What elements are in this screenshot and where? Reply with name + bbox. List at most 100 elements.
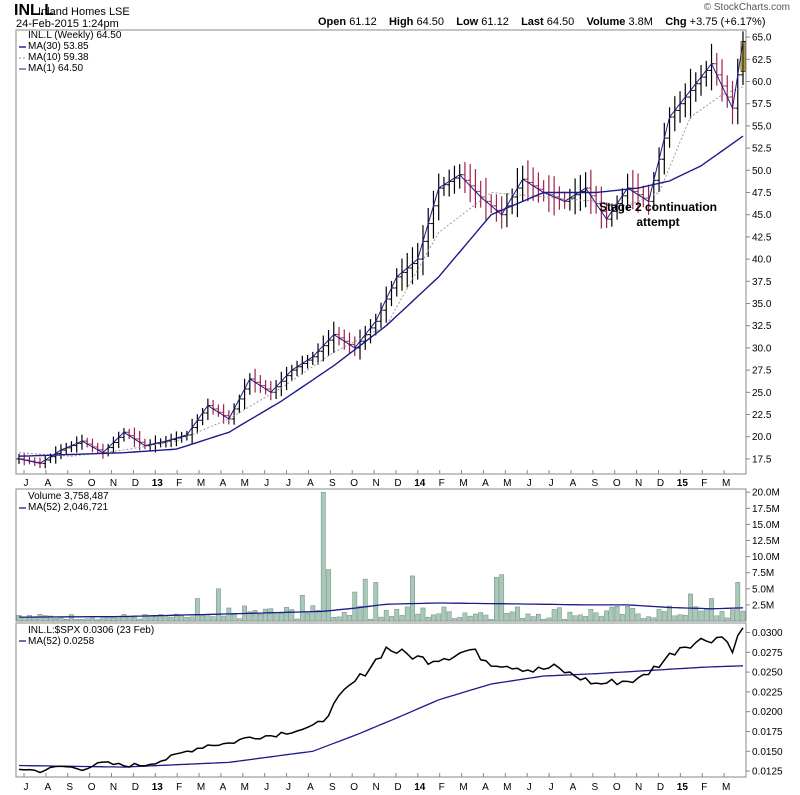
volume-y-label: 10.0M bbox=[752, 552, 780, 563]
volume-bar bbox=[383, 610, 389, 622]
price-y-label: 55.0 bbox=[752, 121, 772, 132]
volume-bar bbox=[95, 619, 101, 622]
legend-price: INL.L (Weekly) 64.50 bbox=[28, 30, 122, 41]
volume-bar bbox=[588, 609, 594, 622]
quote-bar: Open 61.12 High 64.50 Low 61.12 Last 64.… bbox=[318, 16, 766, 28]
ratio-legend: INL.L:$SPX 0.0306 (23 Feb) MA(52) 0.0258 bbox=[28, 625, 154, 647]
price-y-label: 42.5 bbox=[752, 232, 772, 243]
volume-bar bbox=[488, 619, 494, 622]
volume-bar bbox=[394, 608, 400, 622]
volume-bar bbox=[735, 582, 741, 622]
volume-y-label: 7.5M bbox=[752, 568, 774, 579]
volume-bar bbox=[535, 613, 541, 622]
ratio-x-label: N bbox=[635, 782, 642, 793]
legend-ma10: MA(10) 59.38 bbox=[28, 52, 89, 63]
exchange: LSE bbox=[108, 6, 130, 18]
open-value: 61.12 bbox=[349, 16, 377, 28]
volume-bar bbox=[231, 613, 237, 622]
ma30-line bbox=[18, 135, 744, 457]
volume-bar bbox=[32, 617, 38, 622]
volume-bar bbox=[200, 614, 206, 622]
volume-bar bbox=[63, 619, 69, 622]
company-name: Inland Homes LSE bbox=[38, 6, 130, 18]
ratio-x-label: M bbox=[459, 782, 467, 793]
price-y-label: 25.0 bbox=[752, 388, 772, 399]
volume-bar bbox=[347, 615, 352, 622]
volume-bar bbox=[305, 612, 310, 622]
volume-bar bbox=[378, 616, 384, 622]
ratio-x-label: O bbox=[88, 782, 96, 793]
price-x-label: F bbox=[701, 478, 707, 489]
ratio-x-label: J bbox=[286, 782, 291, 793]
volume-bar bbox=[357, 605, 363, 622]
ratio-y-label: 0.0275 bbox=[752, 648, 783, 659]
price-x-label: S bbox=[592, 478, 599, 489]
volume-bar bbox=[247, 611, 253, 622]
legend-volume-ma: MA(52) 2,046,721 bbox=[28, 502, 109, 513]
volume-bar bbox=[740, 610, 746, 622]
volume-bar bbox=[478, 612, 484, 622]
panel-frame-vol bbox=[15, 488, 747, 622]
volume-ma-line bbox=[19, 602, 744, 618]
volume-bar bbox=[147, 615, 153, 622]
volume-bar bbox=[730, 609, 735, 622]
ratio-x-label: S bbox=[329, 782, 336, 793]
ma1-line bbox=[18, 41, 744, 464]
ratio-y-label: 0.0150 bbox=[752, 747, 783, 758]
volume-bar bbox=[105, 616, 111, 622]
ratio-x-label: J bbox=[527, 782, 532, 793]
volume-bar bbox=[415, 613, 421, 622]
volume-bar bbox=[389, 616, 394, 622]
price-x-label: A bbox=[482, 478, 489, 489]
volume-bar bbox=[630, 608, 636, 622]
volume-bar bbox=[284, 606, 289, 622]
price-x-label: N bbox=[635, 478, 642, 489]
price-x-label: A bbox=[45, 478, 52, 489]
price-x-label: O bbox=[613, 478, 621, 489]
volume-bar bbox=[572, 615, 578, 622]
ratio-x-label: J bbox=[24, 782, 29, 793]
chart-date: 24-Feb-2015 1:24pm bbox=[16, 18, 119, 30]
price-y-label: 40.0 bbox=[752, 255, 772, 266]
price-y-label: 60.0 bbox=[752, 77, 772, 88]
ratio-x-label: S bbox=[592, 782, 599, 793]
volume-bar bbox=[604, 610, 609, 622]
ratio-y-label: 0.0175 bbox=[752, 727, 783, 738]
volume-bar bbox=[221, 615, 227, 622]
volume-bar bbox=[625, 606, 630, 622]
volume-bar bbox=[90, 617, 95, 622]
high-value: 64.50 bbox=[416, 16, 444, 28]
price-y-label: 45.0 bbox=[752, 210, 772, 221]
ratio-x-label: A bbox=[220, 782, 227, 793]
price-x-label: N bbox=[110, 478, 117, 489]
volume-bar bbox=[614, 606, 620, 622]
price-x-label: A bbox=[307, 478, 314, 489]
ratio-x-label: 15 bbox=[677, 782, 689, 793]
volume-value: 3.8M bbox=[628, 16, 653, 28]
price-x-label: J bbox=[527, 478, 532, 489]
volume-bar bbox=[16, 615, 22, 622]
volume-y-label: 5.0M bbox=[752, 584, 774, 595]
volume-bar bbox=[27, 615, 32, 622]
price-x-label: M bbox=[722, 478, 730, 489]
volume-bar bbox=[142, 614, 148, 622]
volume-bar bbox=[556, 607, 562, 622]
volume-bar bbox=[158, 614, 164, 622]
ratio-x-label: N bbox=[110, 782, 117, 793]
volume-bar bbox=[352, 591, 358, 622]
last-label: Last bbox=[521, 16, 544, 28]
volume-bar bbox=[441, 606, 447, 622]
price-y-label: 52.5 bbox=[752, 144, 772, 155]
volume-bar bbox=[315, 610, 321, 622]
volume-bar bbox=[215, 588, 221, 622]
price-x-label: 13 bbox=[152, 478, 164, 489]
price-x-label: M bbox=[459, 478, 467, 489]
volume-bar bbox=[567, 611, 573, 622]
price-x-label: S bbox=[66, 478, 73, 489]
volume-bar bbox=[682, 614, 688, 622]
volume-bar bbox=[294, 618, 300, 622]
volume-bar bbox=[273, 612, 279, 622]
volume-bar bbox=[504, 612, 510, 622]
volume-bar bbox=[457, 617, 463, 622]
